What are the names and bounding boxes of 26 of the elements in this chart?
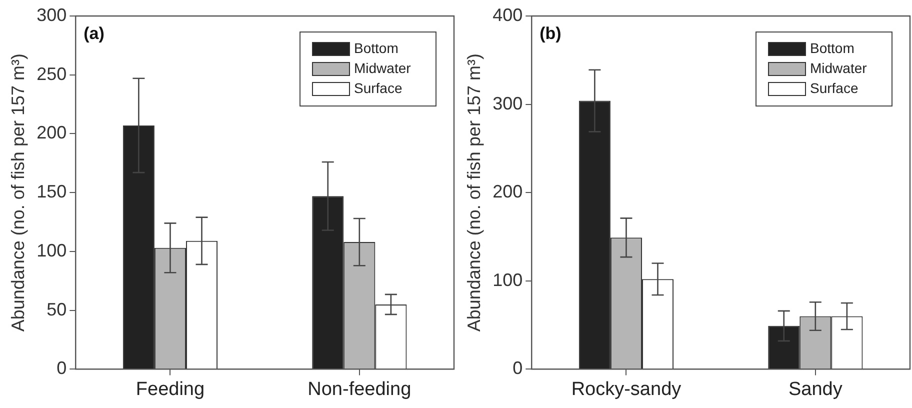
y-tick-label: 250 bbox=[36, 64, 67, 84]
y-tick-label: 150 bbox=[36, 182, 67, 202]
y-tick-label: 200 bbox=[36, 122, 67, 143]
legend-label: Bottom bbox=[810, 40, 854, 56]
y-tick-label: 200 bbox=[492, 182, 523, 202]
x-tick-label: Non-feeding bbox=[308, 378, 412, 400]
y-tick-label: 100 bbox=[36, 240, 67, 260]
x-tick-label: Feeding bbox=[136, 378, 205, 400]
y-axis-title: Abundance (no. of fish per 157 m³) bbox=[464, 54, 484, 332]
y-tick-label: 400 bbox=[492, 4, 523, 25]
y-axis-title: Abundance (no. of fish per 157 m³) bbox=[8, 54, 28, 332]
annotation: (b) bbox=[540, 24, 562, 44]
legend-label: Surface bbox=[810, 80, 858, 96]
y-tick-label: 50 bbox=[46, 299, 67, 320]
annotation: (a) bbox=[84, 24, 104, 44]
x-tick-label: Rocky-sandy bbox=[571, 378, 682, 400]
y-tick-label: 100 bbox=[492, 270, 523, 290]
legend-label: Bottom bbox=[354, 40, 398, 56]
legend-label: Midwater bbox=[354, 60, 412, 76]
legend-label: Midwater bbox=[810, 60, 868, 76]
legend-label: Surface bbox=[354, 80, 402, 96]
y-tick-label: 0 bbox=[56, 358, 67, 378]
y-tick-label: 300 bbox=[36, 4, 67, 25]
y-tick-label: 300 bbox=[492, 93, 523, 114]
x-tick-label: Sandy bbox=[788, 378, 843, 400]
y-tick-label: 0 bbox=[512, 358, 523, 378]
